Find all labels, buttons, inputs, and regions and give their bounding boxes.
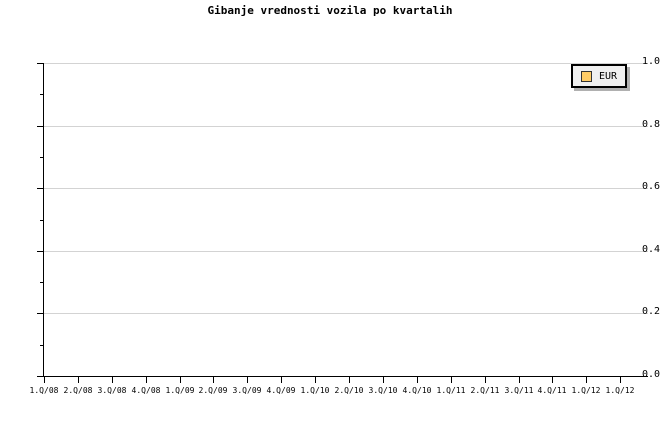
x-tick-label: 2.Q/10 (334, 386, 364, 395)
x-tick-label: 1.Q/12 (605, 386, 635, 395)
gridline-y (44, 125, 648, 127)
y-tick-major (37, 250, 43, 252)
x-tick-label: 2.Q/08 (63, 386, 93, 395)
plot-area (44, 63, 648, 376)
y-tick-label: 0.2 (641, 306, 660, 318)
x-tick (315, 377, 316, 383)
legend-swatch-eur-icon (581, 70, 592, 82)
x-tick (213, 377, 214, 383)
gridline-y (44, 188, 648, 190)
chart-title: Gibanje vrednosti vozila po kvartalih (207, 4, 453, 17)
x-tick (552, 377, 553, 383)
x-tick-label: 4.Q/11 (537, 386, 567, 395)
y-tick-minor (40, 282, 43, 284)
x-tick (586, 377, 587, 383)
x-tick-label: 2.Q/11 (470, 386, 500, 395)
y-tick-label: 0.8 (641, 118, 660, 130)
y-tick-minor (40, 344, 43, 346)
x-tick (485, 377, 486, 383)
x-tick (78, 377, 79, 383)
x-tick (349, 377, 350, 383)
y-tick-label: 0.6 (641, 181, 660, 193)
x-tick (247, 377, 248, 383)
x-tick (44, 377, 45, 383)
y-tick-major (37, 125, 43, 127)
x-tick (383, 377, 384, 383)
y-tick-label: 1.0 (641, 56, 660, 67)
gridline-y (44, 313, 648, 315)
x-tick (620, 377, 621, 383)
x-tick-label: 3.Q/08 (97, 386, 127, 395)
x-tick-label: 4.Q/09 (266, 386, 296, 395)
x-tick-label: 3.Q/11 (504, 386, 534, 395)
x-tick (180, 377, 181, 383)
gridline-y (44, 63, 648, 64)
x-tick (451, 377, 452, 383)
x-tick (146, 377, 147, 383)
gridline-y (44, 250, 648, 252)
y-tick-major (37, 376, 43, 377)
y-tick-minor (40, 219, 43, 221)
y-tick-label: 0.0 (641, 369, 660, 380)
chart-legend[interactable]: EUR (571, 64, 628, 88)
x-tick (281, 377, 282, 383)
x-tick-label: 1.Q/09 (165, 386, 195, 395)
x-tick-label: 4.Q/08 (131, 386, 161, 395)
x-tick-label: 1.Q/10 (300, 386, 330, 395)
y-tick-major (37, 63, 43, 64)
x-tick (417, 377, 418, 383)
y-tick-minor (40, 94, 43, 96)
x-tick (519, 377, 520, 383)
x-tick-label: 1.Q/08 (29, 386, 59, 395)
y-tick-label: 0.4 (641, 243, 660, 255)
y-tick-major (37, 313, 43, 315)
legend-label-eur: EUR (599, 70, 618, 82)
y-axis-spine (43, 63, 44, 377)
y-tick-minor (40, 156, 43, 158)
y-tick-major (37, 188, 43, 190)
x-tick-label: 3.Q/10 (368, 386, 398, 395)
x-tick-label: 4.Q/10 (402, 386, 432, 395)
x-tick-label: 1.Q/11 (436, 386, 466, 395)
x-tick-label: 2.Q/09 (198, 386, 228, 395)
x-axis-spine (43, 376, 648, 377)
x-tick (112, 377, 113, 383)
x-tick-label: 3.Q/09 (232, 386, 262, 395)
x-tick-label: 1.Q/12 (571, 386, 601, 395)
